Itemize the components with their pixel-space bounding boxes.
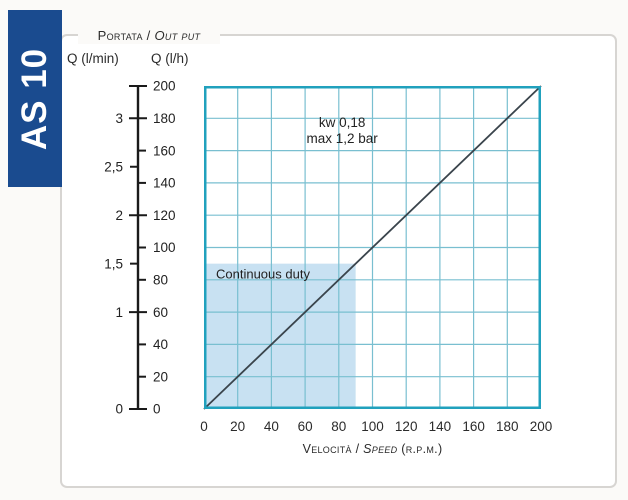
y-tick-label-lh: 200 — [153, 79, 176, 94]
y-tick-label-lmin: 1,5 — [104, 256, 123, 271]
series-line-flow-vs-speed — [203, 85, 542, 410]
y-axis-scale: 0 20 40 60 80 100 120 140 160 180 200 0 1 1,5 2 2,5 3 — [104, 79, 176, 417]
x-axis-title: Velocità / Speed (r.p.m.) — [204, 442, 541, 456]
annotation-line: kw 0,18 — [319, 115, 366, 130]
unit-label-lmin: Q (l/min) — [67, 51, 119, 66]
x-tick-label: 0 — [200, 419, 208, 434]
y-tick-label-lh: 160 — [153, 143, 176, 158]
output-label: Out put — [154, 28, 201, 43]
unit-label-lh: Q (l/h) — [151, 51, 189, 66]
continuous-duty-label: Continuous duty — [216, 267, 310, 282]
velocita-label: Velocità / — [302, 442, 364, 456]
x-tick-label: 180 — [496, 419, 519, 434]
x-tick-label: 200 — [529, 419, 553, 434]
y-tick-label-lmin: 2,5 — [104, 159, 123, 174]
y-tick-label-lmin: 1 — [115, 305, 123, 320]
x-tick-label: 140 — [428, 419, 452, 434]
y-tick-label-lh: 100 — [153, 240, 176, 255]
flow-axis-title: Portata / Out put — [78, 27, 220, 44]
y-tick-label-lh: 60 — [153, 305, 168, 320]
x-tick-label: 120 — [394, 419, 418, 434]
x-tick-label: 80 — [331, 419, 347, 434]
x-axis-tick-labels: 0 20 40 60 80 100 120 140 160 180 200 — [200, 419, 552, 435]
model-badge-label: AS 10 — [15, 47, 54, 150]
y-tick-label-lh: 140 — [153, 176, 176, 191]
y-tick-label-lh: 120 — [153, 208, 176, 223]
x-tick-label: 60 — [297, 419, 313, 434]
annotation-line: max 1,2 bar — [307, 131, 379, 146]
x-tick-label: 20 — [230, 419, 246, 434]
model-badge: AS 10 — [8, 10, 62, 187]
speed-label: Speed — [363, 442, 398, 456]
y-tick-label-lh: 20 — [153, 369, 168, 384]
x-tick-label: 40 — [263, 419, 279, 434]
y-tick-label-lh: 80 — [153, 273, 168, 288]
x-tick-label: 100 — [361, 419, 384, 434]
portata-label: Portata / — [97, 28, 155, 43]
y-tick-label-lmin: 2 — [115, 208, 123, 223]
x-tick-label: 160 — [462, 419, 485, 434]
y-tick-label-lh: 180 — [153, 111, 176, 126]
y-tick-label-lmin: 3 — [115, 111, 123, 126]
y-tick-label-lmin: 0 — [115, 402, 123, 417]
y-tick-label-lh: 0 — [153, 402, 161, 417]
y-tick-label-lh: 40 — [153, 337, 168, 352]
rpm-label: (r.p.m.) — [397, 442, 443, 456]
